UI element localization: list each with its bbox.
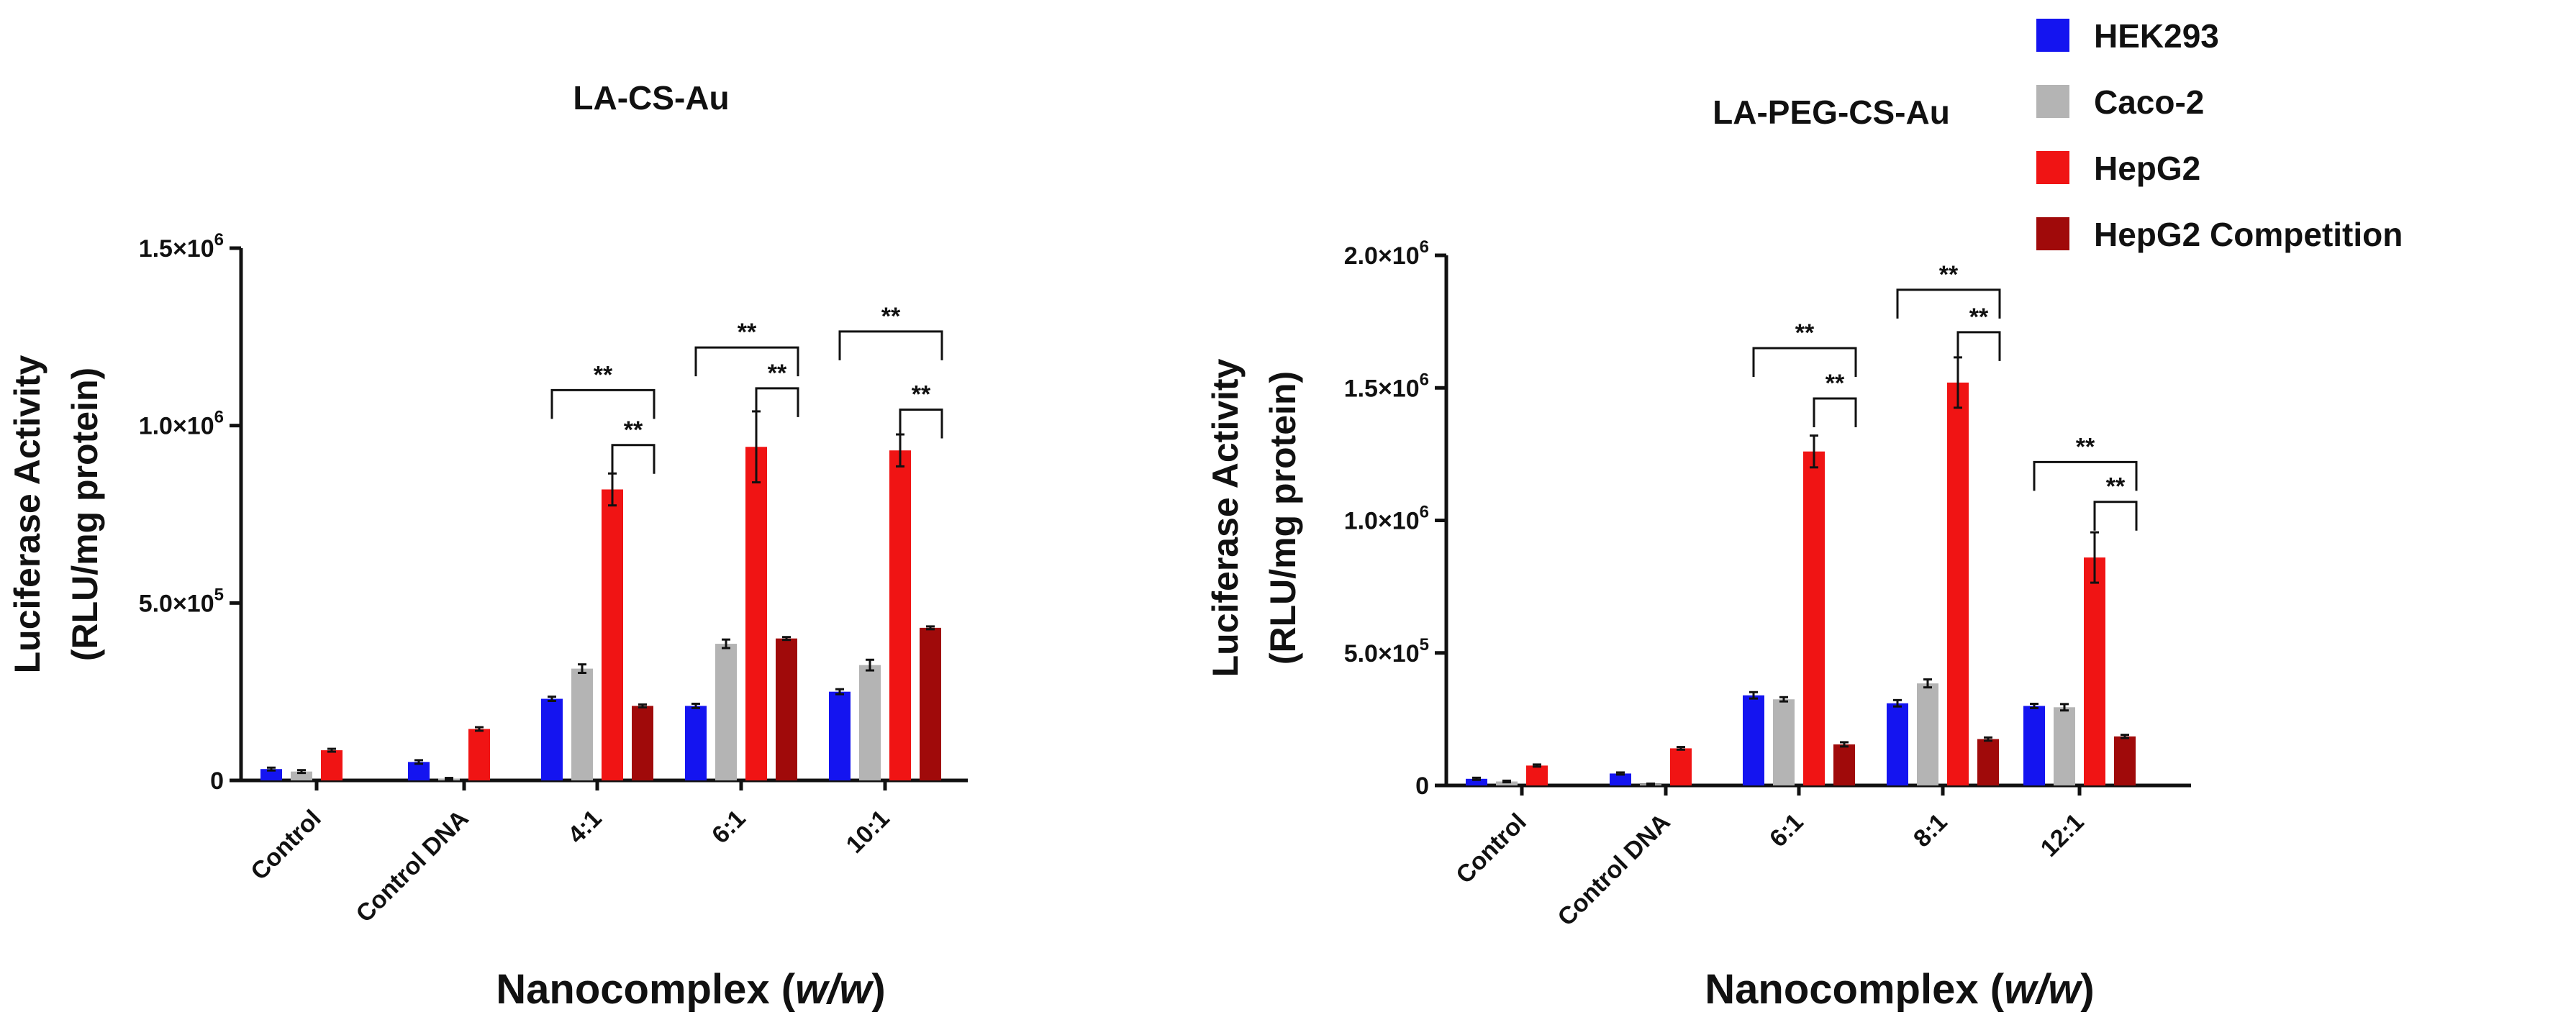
- bar-hek293: [829, 691, 851, 780]
- significance-bracket: [1813, 397, 1857, 427]
- significance-bracket: [550, 388, 656, 419]
- bar-caco-2: [715, 644, 737, 780]
- bar-caco-2: [1496, 781, 1518, 785]
- bar-hepg2-competition: [1833, 744, 1855, 785]
- significance-label: **: [912, 380, 931, 408]
- y-tick-label: 0: [1415, 772, 1429, 800]
- legend-swatch: [2036, 217, 2069, 250]
- significance-label: **: [1939, 261, 1959, 288]
- chart-title: LA-CS-Au: [573, 79, 729, 117]
- bar-hepg2: [745, 447, 767, 780]
- x-axis-title: Nanocomplex (w/w): [496, 966, 885, 1013]
- legend-swatch: [2036, 151, 2069, 184]
- bar-hepg2-competition: [2114, 736, 2136, 785]
- bar-caco-2: [1917, 683, 1938, 785]
- bar-caco-2: [291, 771, 312, 780]
- significance-label: **: [624, 416, 643, 444]
- significance-label: **: [1826, 370, 1845, 397]
- bar-hek293: [408, 762, 430, 780]
- x-category-label: Control DNA: [1553, 808, 1676, 931]
- significance-bracket: [611, 444, 656, 474]
- y-tick-label: 1.0×106: [1344, 503, 1429, 535]
- bar-hepg2: [1526, 765, 1548, 785]
- significance-bracket: [2033, 460, 2138, 491]
- bar-hek293: [1887, 703, 1908, 785]
- bar-hek293: [685, 706, 707, 780]
- legend: HEK293 Caco-2 HepG2 HepG2 Competition: [2036, 17, 2403, 253]
- bar-hepg2: [2084, 557, 2105, 785]
- y-axis-title-line2: (RLU/mg protein): [65, 368, 105, 661]
- x-category-label: 8:1: [1908, 808, 1953, 853]
- bar-hepg2-competition: [1977, 739, 1999, 785]
- x-category-label: Control: [245, 805, 326, 885]
- significance-bracket: [1956, 331, 2001, 361]
- y-axis-title-line2: (RLU/mg protein): [1263, 371, 1303, 665]
- legend-label: HepG2: [2094, 150, 2200, 187]
- bar-hepg2: [1670, 748, 1692, 785]
- y-tick-label: 5.0×105: [1344, 635, 1429, 667]
- x-category-label: Control DNA: [351, 805, 474, 928]
- legend-swatch: [2036, 19, 2069, 52]
- y-tick-label: 1.5×106: [139, 230, 224, 263]
- bar-hepg2: [1947, 382, 1969, 785]
- bar-hepg2: [1803, 451, 1825, 785]
- y-tick-label: 0: [210, 767, 224, 795]
- legend-label: Caco-2: [2094, 83, 2204, 121]
- significance-bracket: [838, 330, 943, 360]
- bar-hepg2-competition: [632, 706, 653, 780]
- chart-1: LA-CS-Au 0 5.0×105 1.0×106 1.5×106 Control Con…: [7, 79, 968, 1013]
- legend-label: HepG2 Competition: [2094, 216, 2403, 253]
- bar-hepg2: [602, 489, 623, 780]
- x-category-label: 10:1: [841, 805, 895, 859]
- y-axis-title-line1: Luciferase Activity: [7, 355, 47, 673]
- bar-hek293: [260, 769, 282, 780]
- significance-bracket: [899, 408, 943, 439]
- legend-swatch: [2036, 85, 2069, 118]
- significance-bracket: [2093, 501, 2138, 531]
- y-tick-label: 1.5×106: [1344, 370, 1429, 402]
- bar-hepg2: [889, 450, 911, 780]
- bar-hek293: [1743, 695, 1764, 785]
- bar-hek293: [1466, 778, 1487, 785]
- x-category-label: 12:1: [2036, 808, 2090, 862]
- significance-label: **: [2076, 433, 2095, 460]
- x-category-label: 6:1: [1764, 808, 1809, 853]
- bar-caco-2: [2054, 707, 2075, 785]
- bar-hepg2-competition: [776, 638, 797, 780]
- x-category-label: Control: [1451, 808, 1531, 889]
- significance-label: **: [768, 360, 787, 387]
- significance-label: **: [1969, 304, 1989, 331]
- bar-hepg2: [468, 729, 490, 780]
- significance-label: **: [738, 319, 757, 346]
- significance-bracket: [755, 387, 799, 417]
- bar-hek293: [1610, 773, 1631, 785]
- x-axis-title: Nanocomplex (w/w): [1705, 966, 2094, 1013]
- chart-title: LA-PEG-CS-Au: [1713, 94, 1950, 131]
- bar-caco-2: [859, 665, 881, 780]
- significance-label: **: [1795, 319, 1815, 347]
- y-tick-label: 1.0×106: [139, 408, 224, 440]
- bar-hepg2-competition: [920, 627, 941, 780]
- x-category-label: 4:1: [563, 805, 607, 849]
- bar-hek293: [541, 698, 563, 780]
- x-category-label: 6:1: [707, 805, 751, 849]
- y-axis-title-line1: Luciferase Activity: [1205, 358, 1246, 677]
- bar-hek293: [2023, 706, 2045, 785]
- significance-label: **: [2106, 473, 2126, 501]
- significance-label: **: [594, 361, 613, 388]
- y-tick-label: 2.0×106: [1344, 237, 1429, 270]
- bar-caco-2: [1773, 699, 1795, 785]
- bar-caco-2: [571, 668, 593, 780]
- significance-label: **: [881, 303, 901, 330]
- y-tick-label: 5.0×105: [139, 585, 224, 617]
- legend-label: HEK293: [2094, 17, 2219, 55]
- significance-bracket: [1752, 347, 1857, 377]
- bar-hepg2: [321, 750, 343, 780]
- chart-2: LA-PEG-CS-Au 0 5.0×105 1.0×106 1.5×106 2.0×10…: [1205, 94, 2191, 1013]
- significance-bracket: [694, 346, 799, 377]
- significance-bracket: [1896, 288, 2001, 319]
